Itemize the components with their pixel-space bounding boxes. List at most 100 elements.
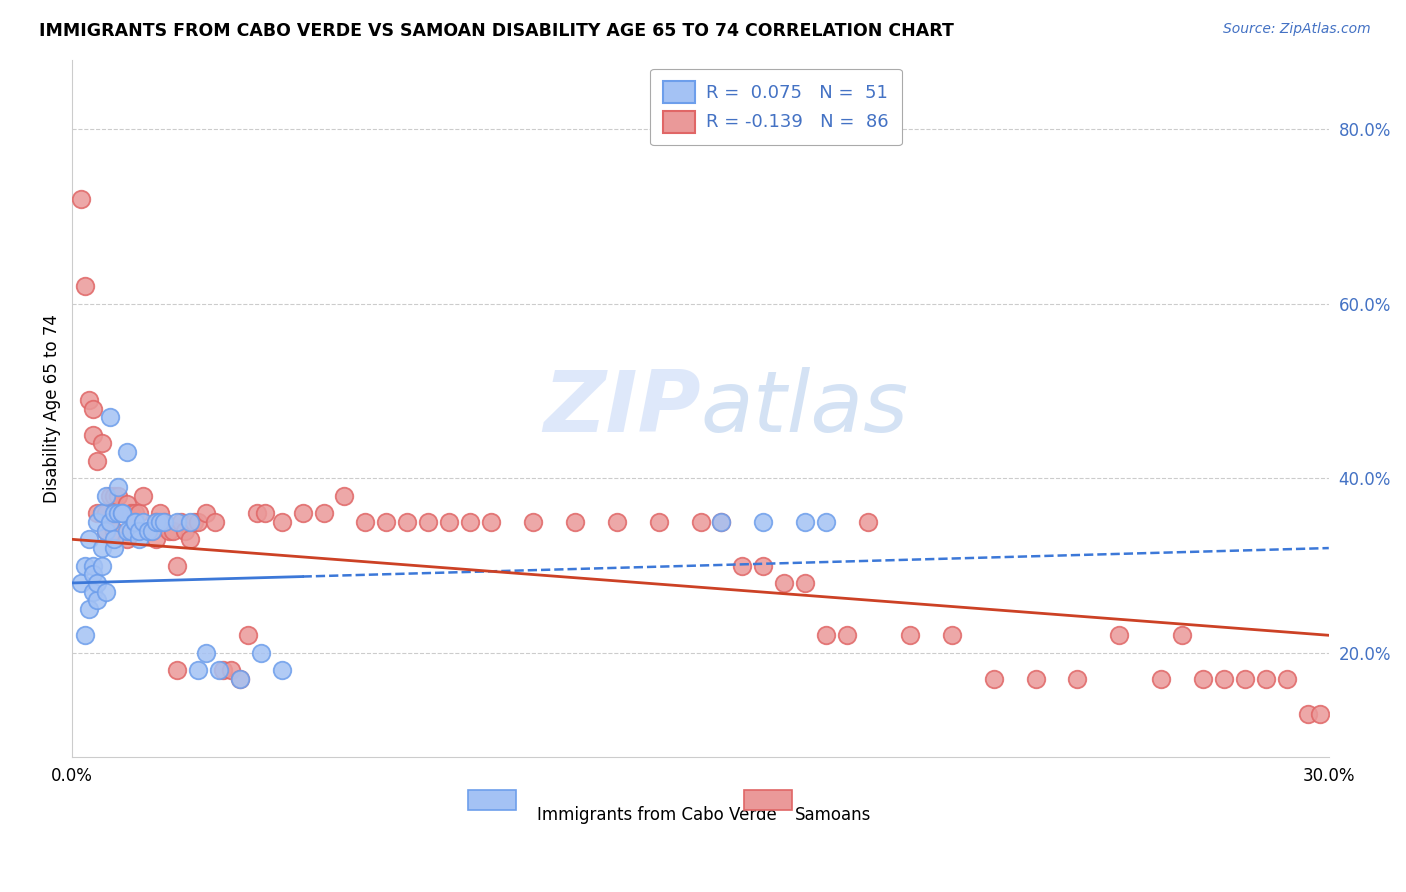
Point — [458, 515, 481, 529]
Point — [270, 663, 292, 677]
Point — [166, 515, 188, 529]
Point — [208, 663, 231, 677]
FancyBboxPatch shape — [745, 790, 792, 810]
Point — [149, 506, 172, 520]
Point — [195, 646, 218, 660]
Point — [1066, 672, 1088, 686]
Point — [86, 576, 108, 591]
Point — [166, 663, 188, 677]
Point — [69, 576, 91, 591]
Point — [115, 498, 138, 512]
Point — [375, 515, 398, 529]
Point — [212, 663, 235, 677]
Text: ZIP: ZIP — [543, 367, 700, 450]
Point — [94, 506, 117, 520]
Point — [333, 489, 356, 503]
Point — [86, 506, 108, 520]
Point — [141, 524, 163, 538]
Point — [710, 515, 733, 529]
Point — [90, 506, 112, 520]
Point — [94, 524, 117, 538]
Point — [69, 192, 91, 206]
Point — [437, 515, 460, 529]
Point — [1025, 672, 1047, 686]
Point — [983, 672, 1005, 686]
Point — [1296, 706, 1319, 721]
Point — [145, 515, 167, 529]
Point — [221, 663, 243, 677]
Point — [204, 515, 226, 529]
Legend: R =  0.075   N =  51, R = -0.139   N =  86: R = 0.075 N = 51, R = -0.139 N = 86 — [651, 69, 901, 145]
Point — [752, 515, 775, 529]
Point — [647, 515, 669, 529]
Point — [103, 541, 125, 555]
Point — [270, 515, 292, 529]
Point — [103, 533, 125, 547]
Point — [107, 506, 129, 520]
Point — [111, 506, 134, 520]
Point — [86, 454, 108, 468]
Point — [312, 506, 335, 520]
Point — [253, 506, 276, 520]
Point — [90, 541, 112, 555]
Text: Immigrants from Cabo Verde: Immigrants from Cabo Verde — [537, 806, 778, 824]
Point — [229, 672, 252, 686]
Point — [98, 410, 121, 425]
Point — [479, 515, 502, 529]
Point — [291, 506, 314, 520]
Point — [82, 401, 104, 416]
Point — [1254, 672, 1277, 686]
Point — [418, 515, 440, 529]
Point — [174, 524, 197, 538]
Point — [179, 515, 201, 529]
Point — [396, 515, 419, 529]
Point — [835, 628, 858, 642]
Text: Samoans: Samoans — [794, 806, 872, 824]
Point — [166, 558, 188, 573]
Point — [124, 515, 146, 529]
Point — [1275, 672, 1298, 686]
Point — [752, 558, 775, 573]
Point — [153, 515, 176, 529]
Point — [90, 558, 112, 573]
Point — [132, 489, 155, 503]
Text: IMMIGRANTS FROM CABO VERDE VS SAMOAN DISABILITY AGE 65 TO 74 CORRELATION CHART: IMMIGRANTS FROM CABO VERDE VS SAMOAN DIS… — [39, 22, 955, 40]
Point — [103, 506, 125, 520]
Point — [249, 646, 271, 660]
Point — [136, 524, 159, 538]
Point — [229, 672, 252, 686]
Point — [124, 506, 146, 520]
Point — [115, 524, 138, 538]
FancyBboxPatch shape — [468, 790, 516, 810]
Point — [236, 628, 259, 642]
Point — [98, 515, 121, 529]
Point — [941, 628, 963, 642]
Point — [103, 489, 125, 503]
Point — [111, 506, 134, 520]
Point — [1108, 628, 1130, 642]
Point — [606, 515, 628, 529]
Point — [815, 515, 838, 529]
Point — [128, 524, 150, 538]
Point — [153, 515, 176, 529]
Point — [107, 489, 129, 503]
Point — [90, 506, 112, 520]
Point — [794, 576, 817, 591]
Point — [187, 663, 209, 677]
Point — [149, 515, 172, 529]
Point — [773, 576, 796, 591]
Point — [187, 515, 209, 529]
Point — [107, 480, 129, 494]
Point — [522, 515, 544, 529]
Point — [794, 515, 817, 529]
Point — [82, 567, 104, 582]
Point — [124, 515, 146, 529]
Point — [86, 515, 108, 529]
Point — [98, 515, 121, 529]
Point — [82, 558, 104, 573]
Point — [94, 524, 117, 538]
Point — [1150, 672, 1173, 686]
Point — [710, 515, 733, 529]
Point — [82, 427, 104, 442]
Point — [94, 584, 117, 599]
